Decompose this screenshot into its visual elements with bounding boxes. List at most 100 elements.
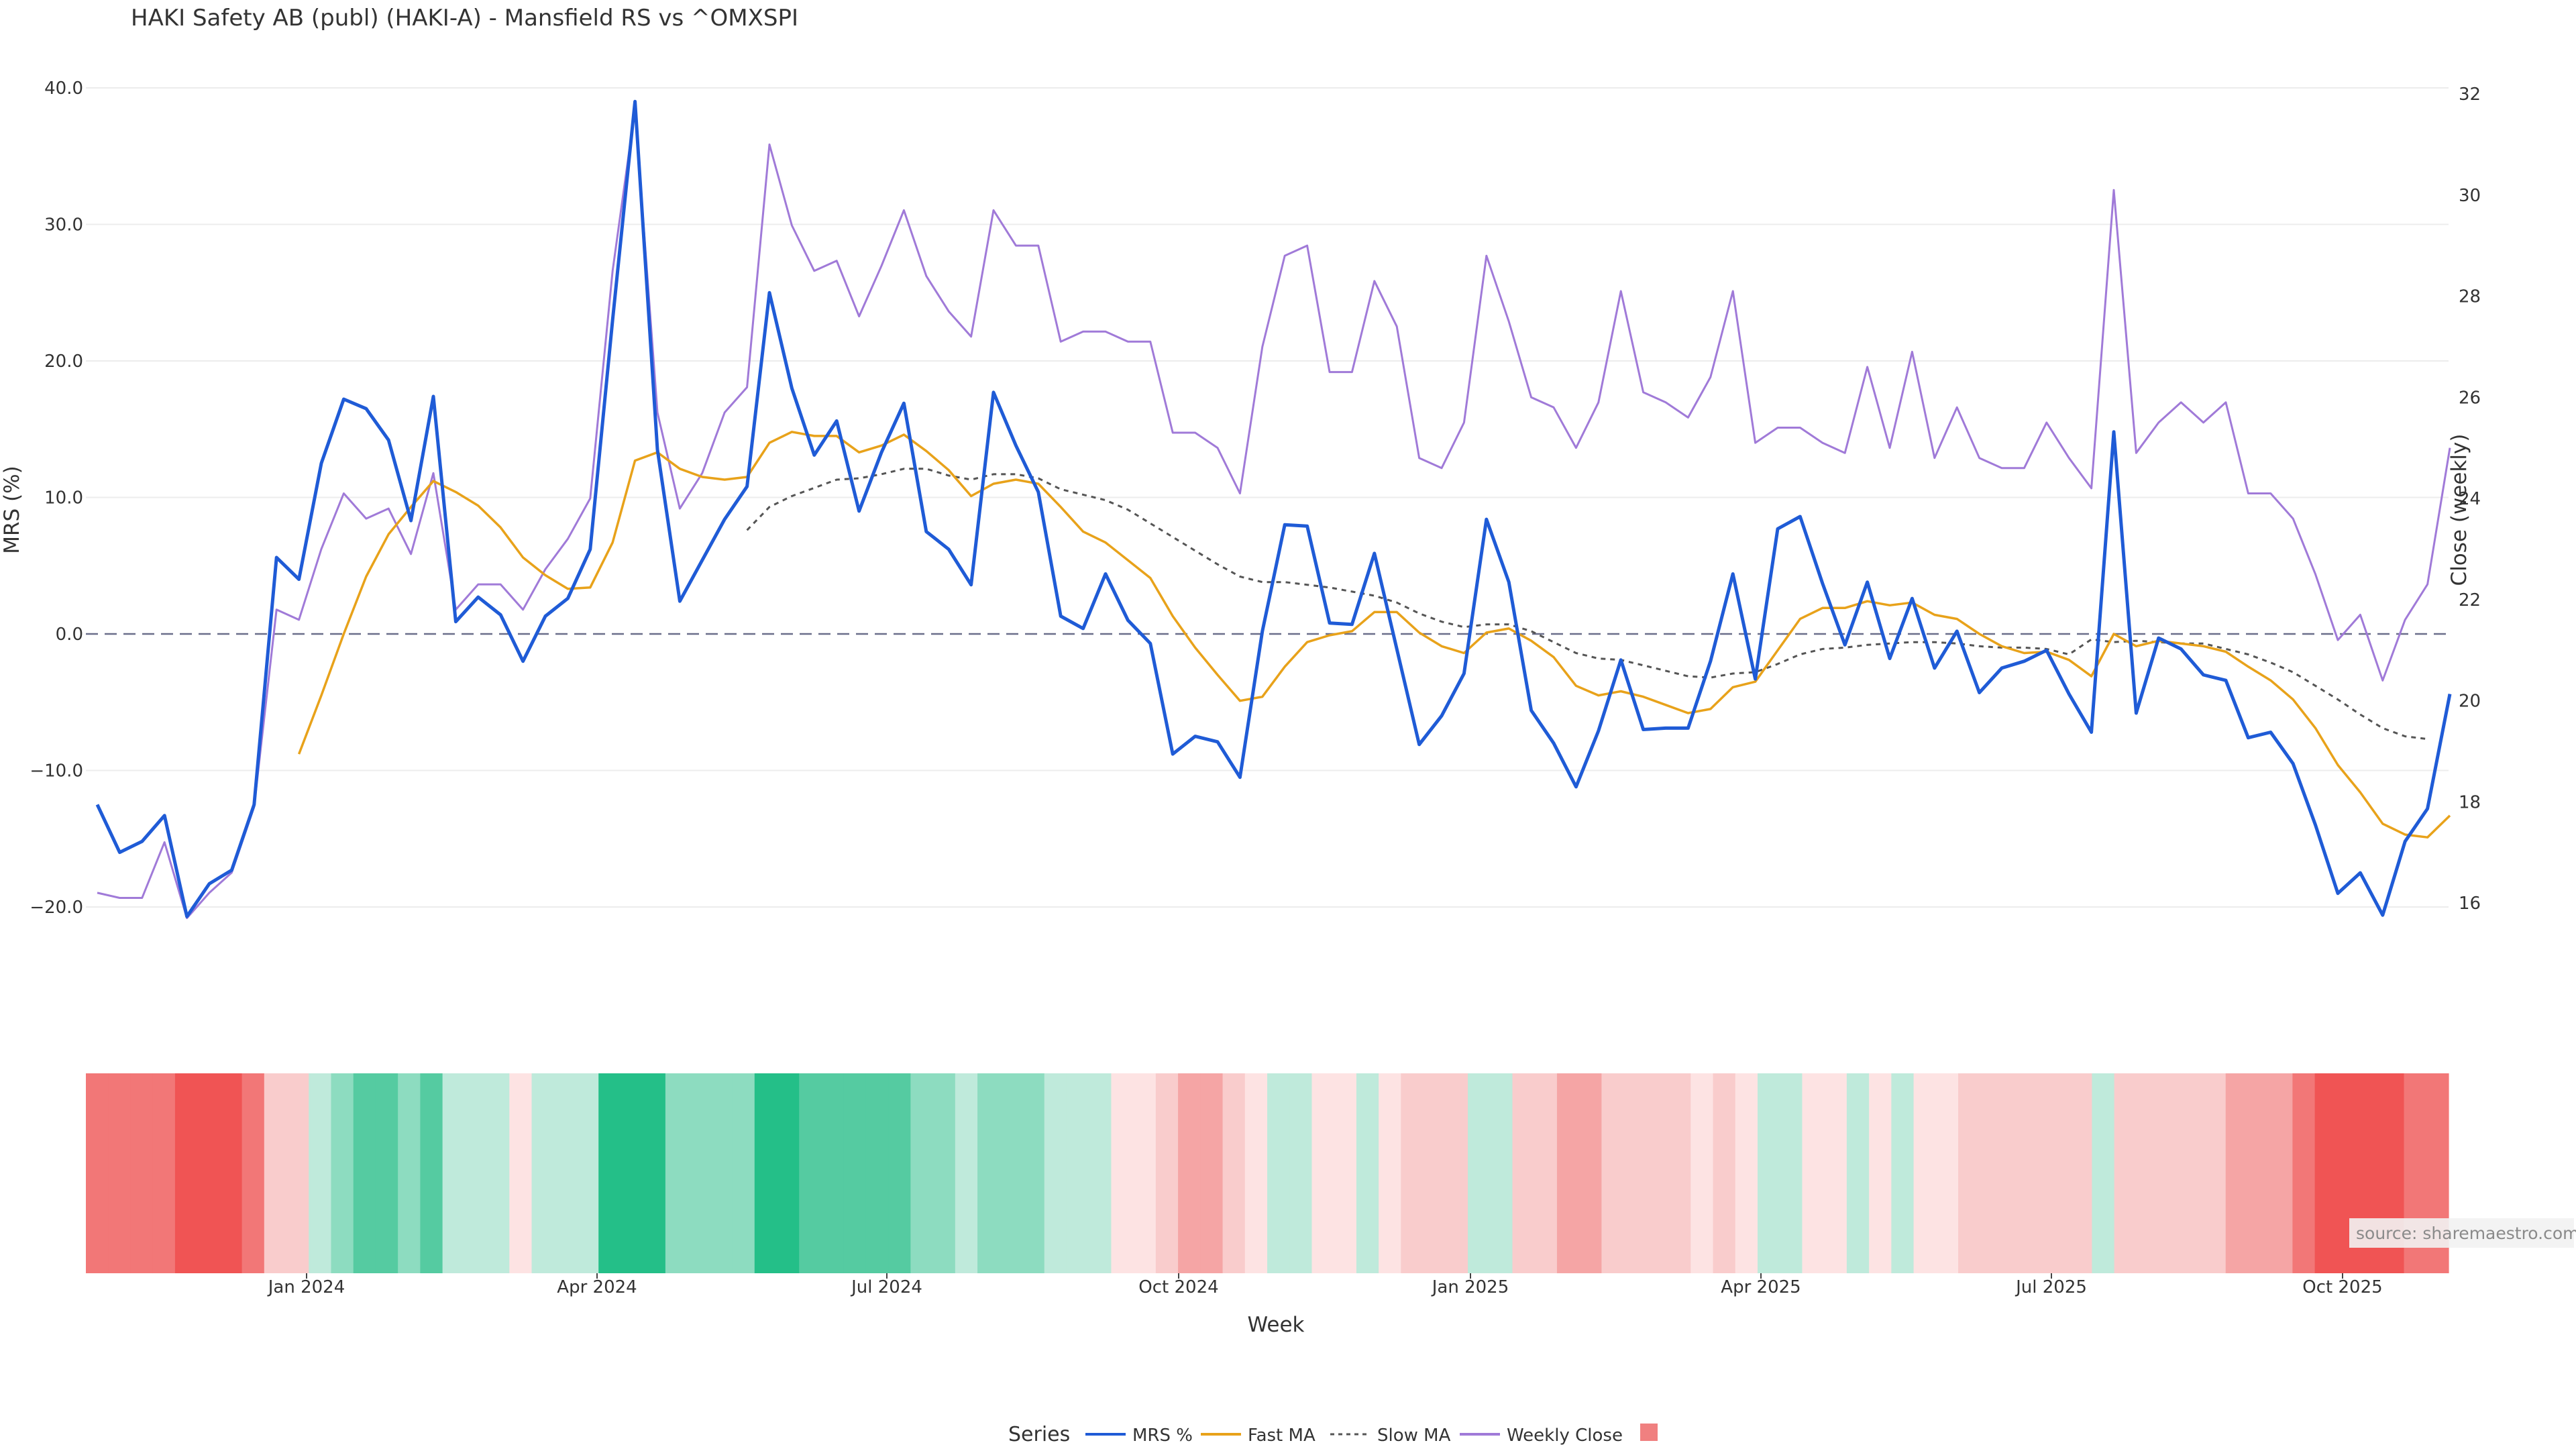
heatmap-cell — [1401, 1073, 1424, 1273]
right-tick-label: 28 — [2459, 287, 2481, 307]
heatmap-cell — [1244, 1073, 1268, 1273]
right-axis-title: Close (weekly) — [2447, 434, 2471, 586]
legend-swatch — [1640, 1424, 1658, 1441]
heatmap-cell — [2203, 1073, 2226, 1273]
heatmap-cell — [331, 1073, 354, 1273]
heatmap-cell — [1913, 1073, 1937, 1273]
heatmap-cell — [286, 1073, 309, 1273]
legend-label: Slow MA — [1377, 1426, 1451, 1446]
right-axis-ticks: 32 30 28 26 24 22 20 18 16 — [2459, 85, 2481, 914]
heatmap-cell — [509, 1073, 533, 1273]
heatmap-cell — [241, 1073, 265, 1273]
heatmap-cell — [777, 1073, 800, 1273]
left-tick-label: −10.0 — [30, 761, 83, 782]
heatmap-cell — [1334, 1073, 1357, 1273]
heatmap-cell — [174, 1073, 198, 1273]
x-tick-label: Jan 2024 — [267, 1277, 345, 1297]
right-tick-label: 30 — [2459, 186, 2481, 206]
left-tick-label: 0.0 — [56, 625, 83, 645]
source-box — [2349, 1218, 2574, 1248]
heatmap-cell — [442, 1073, 466, 1273]
heatmap-cell — [1155, 1073, 1179, 1273]
heatmap-cell — [1445, 1073, 1468, 1273]
right-tick-label: 18 — [2459, 792, 2481, 812]
heatmap-cell — [1935, 1073, 1959, 1273]
heatmap-cell — [621, 1073, 644, 1273]
heatmap-cell — [309, 1073, 332, 1273]
heatmap-cell — [1178, 1073, 1201, 1273]
x-axis-ticks: Jan 2024 Apr 2024 Jul 2024 Oct 2024 Jan 2025… — [267, 1273, 2383, 1297]
left-tick-label: 20.0 — [44, 352, 83, 372]
heatmap-cell — [843, 1073, 867, 1273]
heatmap-cell — [888, 1073, 911, 1273]
heatmap-cell — [2025, 1073, 2048, 1273]
heatmap-cell — [799, 1073, 822, 1273]
heatmap-cell — [1289, 1073, 1313, 1273]
heatmap-cell — [821, 1073, 845, 1273]
heatmap-cell — [2114, 1073, 2137, 1273]
right-tick-label: 16 — [2459, 894, 2481, 914]
heatmap-cell — [665, 1073, 688, 1273]
heatmap-cell — [464, 1073, 488, 1273]
left-axis-title: MRS (%) — [0, 466, 24, 553]
right-tick-label: 26 — [2459, 388, 2481, 408]
chart-title: HAKI Safety AB (publ) (HAKI-A) - Mansfie… — [131, 5, 798, 32]
x-tick-label: Jul 2024 — [850, 1277, 922, 1297]
heatmap-cell — [710, 1073, 733, 1273]
heatmap-cell — [420, 1073, 443, 1273]
heatmap-cell — [2159, 1073, 2182, 1273]
heatmap-cell — [1133, 1073, 1157, 1273]
heatmap-cell — [932, 1073, 956, 1273]
heatmap-cell — [1713, 1073, 1736, 1273]
heatmap-cell — [2314, 1073, 2338, 1273]
heatmap-cell — [1668, 1073, 1691, 1273]
heatmap-cell — [2092, 1073, 2115, 1273]
heatmap-cell — [1267, 1073, 1290, 1273]
x-tick-label: Jan 2025 — [1431, 1277, 1509, 1297]
right-tick-label: 24 — [2459, 489, 2481, 509]
heatmap-cell — [1490, 1073, 1513, 1273]
momentum-heatmap — [86, 1073, 2449, 1273]
heatmap-cell — [1623, 1073, 1647, 1273]
heatmap-cell — [531, 1073, 555, 1273]
heatmap-cell — [1000, 1073, 1023, 1273]
heatmap-cell — [865, 1073, 889, 1273]
heatmap-cell — [1556, 1073, 1580, 1273]
heatmap-cell — [1846, 1073, 1870, 1273]
source-label: source: sharemaestro.com — [2356, 1224, 2576, 1243]
heatmap-cell — [553, 1073, 577, 1273]
heatmap-cell — [2181, 1073, 2204, 1273]
legend: Series MRS % Fast MA Slow MA Weekly Close — [1008, 1423, 1658, 1446]
heatmap-cell — [977, 1073, 1000, 1273]
heatmap-cell — [1579, 1073, 1602, 1273]
heatmap-cell — [1512, 1073, 1536, 1273]
left-tick-label: 30.0 — [44, 215, 83, 235]
heatmap-cell — [197, 1073, 220, 1273]
heatmap-cell — [1891, 1073, 1915, 1273]
heatmap-cell — [1044, 1073, 1067, 1273]
heatmap-cell — [1111, 1073, 1134, 1273]
heatmap-cell — [2070, 1073, 2092, 1273]
heatmap-cell — [108, 1073, 131, 1273]
heatmap-cell — [398, 1073, 421, 1273]
heatmap-cell — [1356, 1073, 1379, 1273]
heatmap-cell — [1200, 1073, 1224, 1273]
heatmap-cell — [1534, 1073, 1558, 1273]
x-axis-title: Week — [1248, 1313, 1305, 1337]
heatmap-cell — [1601, 1073, 1625, 1273]
heatmap-cell — [1802, 1073, 1825, 1273]
x-tick-label: Oct 2024 — [1138, 1277, 1218, 1297]
left-axis-ticks: 40.0 30.0 20.0 10.0 0.0 −10.0 −20.0 — [30, 78, 83, 918]
heatmap-cell — [1089, 1073, 1112, 1273]
heatmap-cell — [1757, 1073, 1780, 1273]
x-tick-label: Oct 2025 — [2302, 1277, 2382, 1297]
heatmap-cell — [375, 1073, 398, 1273]
x-tick-label: Apr 2024 — [557, 1277, 637, 1297]
series-layer — [95, 99, 2452, 920]
heatmap-cell — [732, 1073, 755, 1273]
heatmap-cell — [1066, 1073, 1089, 1273]
heatmap-cell — [1379, 1073, 1401, 1273]
right-tick-label: 32 — [2459, 85, 2481, 105]
heatmap-cell — [1824, 1073, 1847, 1273]
heatmap-cell — [1311, 1073, 1335, 1273]
